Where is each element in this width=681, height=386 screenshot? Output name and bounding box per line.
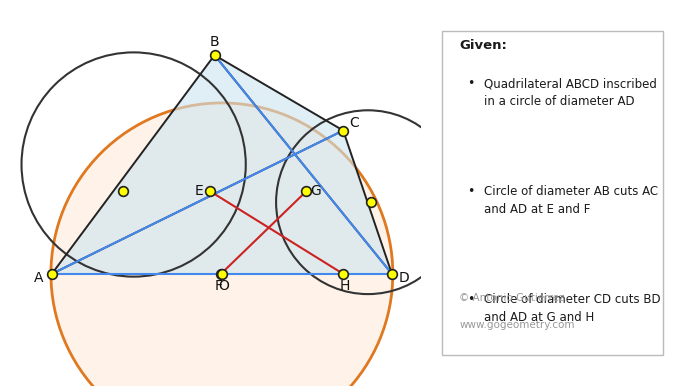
Text: www.gogeometry.com: www.gogeometry.com xyxy=(459,320,575,330)
Text: •: • xyxy=(467,185,474,198)
Polygon shape xyxy=(52,55,392,274)
FancyBboxPatch shape xyxy=(441,31,663,355)
Text: Given:: Given: xyxy=(459,39,507,52)
Text: O: O xyxy=(219,279,229,293)
Text: Circle of diameter CD cuts BD
and AD at G and H: Circle of diameter CD cuts BD and AD at … xyxy=(484,293,661,324)
Circle shape xyxy=(51,103,393,386)
Text: E: E xyxy=(195,184,203,198)
Text: B: B xyxy=(210,35,219,49)
Text: © Antonio Gutierrez: © Antonio Gutierrez xyxy=(459,293,565,303)
Text: H: H xyxy=(340,279,350,293)
Text: C: C xyxy=(349,116,359,130)
Text: •: • xyxy=(467,77,474,90)
Text: G: G xyxy=(311,184,321,198)
Text: D: D xyxy=(398,271,409,286)
Text: A: A xyxy=(34,271,44,286)
Text: Quadrilateral ABCD inscribed
in a circle of diameter AD: Quadrilateral ABCD inscribed in a circle… xyxy=(484,77,657,108)
Text: •: • xyxy=(467,293,474,306)
Text: F: F xyxy=(215,279,223,293)
Text: Circle of diameter AB cuts AC
and AD at E and F: Circle of diameter AB cuts AC and AD at … xyxy=(484,185,659,216)
